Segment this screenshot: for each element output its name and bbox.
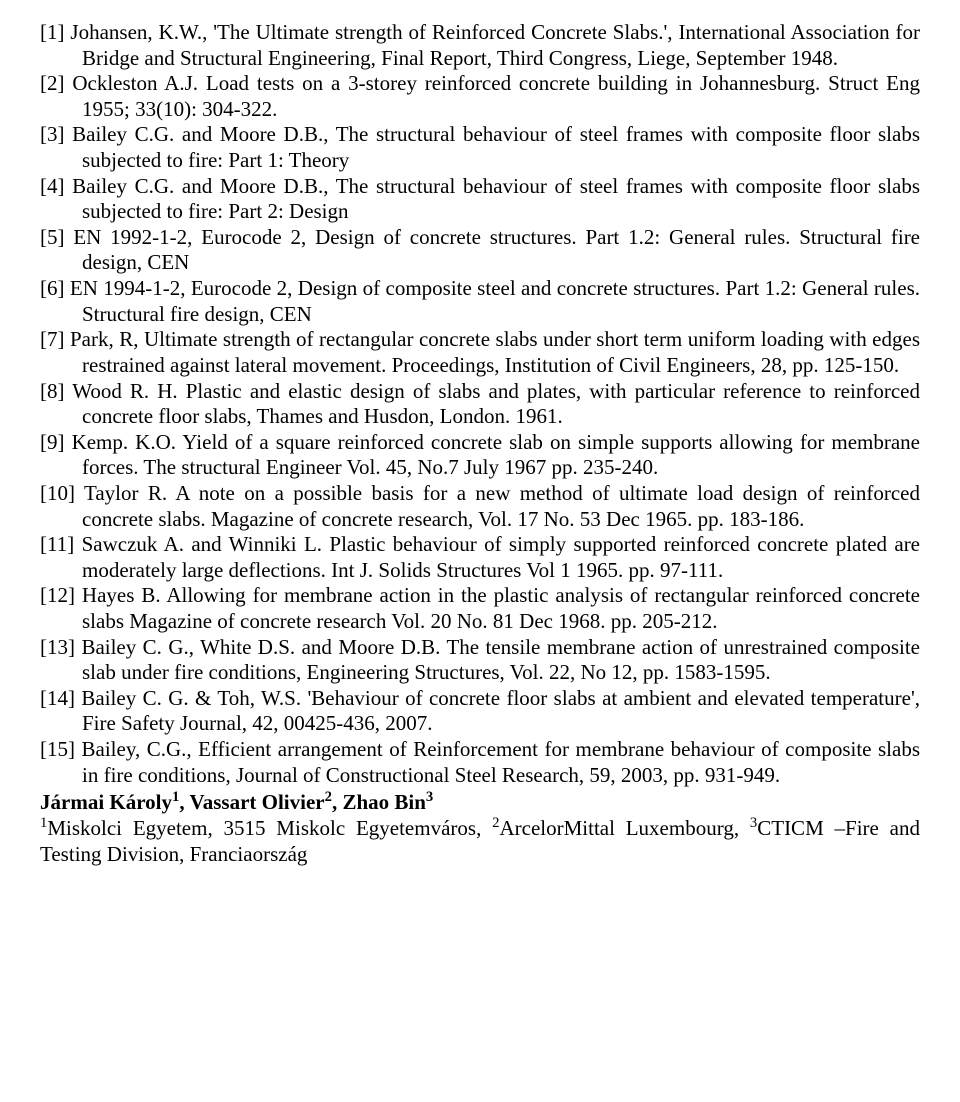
affil-text: Miskolci Egyetem, 3515 Miskolc Egyetemvá… [47, 816, 492, 840]
author-name: Jármai Károly [40, 790, 172, 814]
ref-text: Bailey C.G. and Moore D.B., The structur… [72, 122, 920, 172]
reference-item: [6] EN 1994-1-2, Eurocode 2, Design of c… [40, 276, 920, 327]
ref-text: Sawczuk A. and Winniki L. Plastic behavi… [82, 532, 920, 582]
reference-item: [3] Bailey C.G. and Moore D.B., The stru… [40, 122, 920, 173]
ref-num: [13] [40, 635, 75, 659]
ref-num: [1] [40, 20, 65, 44]
ref-num: [6] [40, 276, 65, 300]
ref-text: Park, R, Ultimate strength of rectangula… [70, 327, 920, 377]
ref-num: [3] [40, 122, 65, 146]
reference-item: [5] EN 1992-1-2, Eurocode 2, Design of c… [40, 225, 920, 276]
reference-item: [12] Hayes B. Allowing for membrane acti… [40, 583, 920, 634]
references-list: [1] Johansen, K.W., 'The Ultimate streng… [40, 20, 920, 788]
ref-text: EN 1992-1-2, Eurocode 2, Design of concr… [73, 225, 920, 275]
ref-num: [4] [40, 174, 65, 198]
author-name: , Zhao Bin [332, 790, 426, 814]
reference-item: [15] Bailey, C.G., Efficient arrangement… [40, 737, 920, 788]
author-name: , Vassart Olivier [179, 790, 324, 814]
ref-num: [5] [40, 225, 65, 249]
reference-item: [2] Ockleston A.J. Load tests on a 3-sto… [40, 71, 920, 122]
ref-num: [12] [40, 583, 75, 607]
ref-num: [8] [40, 379, 65, 403]
reference-item: [7] Park, R, Ultimate strength of rectan… [40, 327, 920, 378]
author-sup: 2 [325, 789, 332, 805]
affil-text: ArcelorMittal Luxembourg, [499, 816, 749, 840]
authors-line: Jármai Károly1, Vassart Olivier2, Zhao B… [40, 790, 920, 816]
ref-text: Ockleston A.J. Load tests on a 3-storey … [72, 71, 920, 121]
reference-item: [14] Bailey C. G. & Toh, W.S. 'Behaviour… [40, 686, 920, 737]
ref-text: Hayes B. Allowing for membrane action in… [82, 583, 920, 633]
author-sup: 3 [426, 789, 433, 805]
reference-item: [11] Sawczuk A. and Winniki L. Plastic b… [40, 532, 920, 583]
ref-num: [2] [40, 71, 65, 95]
ref-num: [15] [40, 737, 75, 761]
ref-num: [7] [40, 327, 65, 351]
reference-item: [13] Bailey C. G., White D.S. and Moore … [40, 635, 920, 686]
ref-text: EN 1994-1-2, Eurocode 2, Design of compo… [70, 276, 920, 326]
reference-item: [8] Wood R. H. Plastic and elastic desig… [40, 379, 920, 430]
ref-num: [11] [40, 532, 74, 556]
ref-text: Bailey C. G. & Toh, W.S. 'Behaviour of c… [81, 686, 920, 736]
reference-item: [9] Kemp. K.O. Yield of a square reinfor… [40, 430, 920, 481]
reference-item: [10] Taylor R. A note on a possible basi… [40, 481, 920, 532]
ref-text: Bailey, C.G., Efficient arrangement of R… [82, 737, 920, 787]
reference-item: [4] Bailey C.G. and Moore D.B., The stru… [40, 174, 920, 225]
ref-text: Taylor R. A note on a possible basis for… [82, 481, 920, 531]
ref-text: Johansen, K.W., 'The Ultimate strength o… [70, 20, 920, 70]
reference-item: [1] Johansen, K.W., 'The Ultimate streng… [40, 20, 920, 71]
ref-num: [10] [40, 481, 75, 505]
ref-text: Wood R. H. Plastic and elastic design of… [72, 379, 920, 429]
ref-num: [9] [40, 430, 65, 454]
ref-text: Kemp. K.O. Yield of a square reinforced … [72, 430, 920, 480]
ref-text: Bailey C.G. and Moore D.B., The structur… [72, 174, 920, 224]
affiliations-line: 1Miskolci Egyetem, 3515 Miskolc Egyetemv… [40, 816, 920, 867]
ref-text: Bailey C. G., White D.S. and Moore D.B. … [81, 635, 920, 685]
ref-num: [14] [40, 686, 75, 710]
